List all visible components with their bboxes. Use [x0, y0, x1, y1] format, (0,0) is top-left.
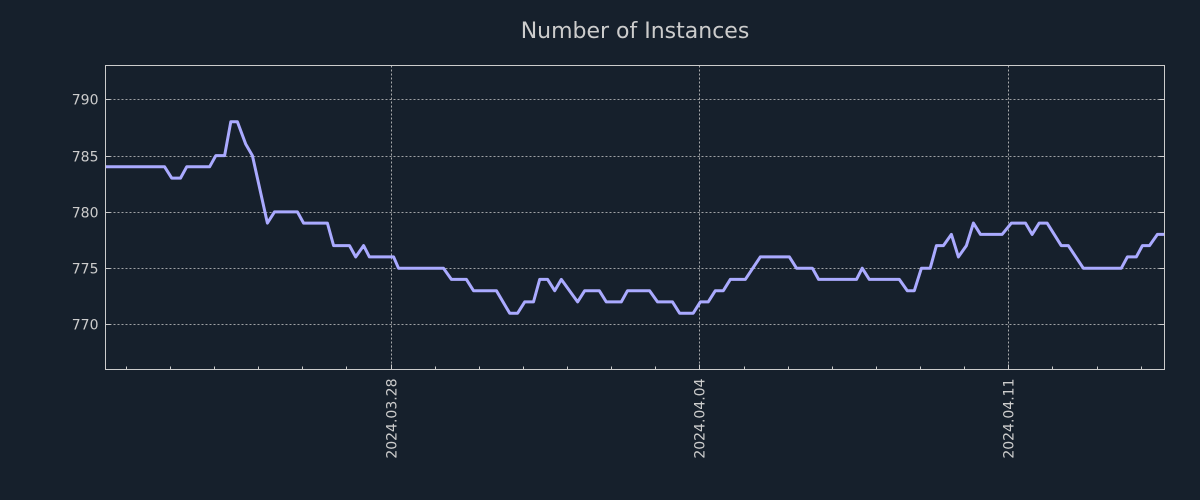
chart-title: Number of Instances	[521, 19, 750, 44]
x-tick-label: 2024.04.11	[1002, 379, 1018, 459]
x-tick-label: 2024.04.04	[693, 378, 709, 458]
series-group	[105, 120, 1165, 315]
y-tick-label: 770	[72, 318, 99, 334]
plot-frame	[105, 65, 1165, 370]
y-tick-label: 790	[72, 93, 99, 109]
y-tick-label: 775	[72, 262, 99, 278]
grid	[105, 65, 1165, 370]
y-tick-label: 785	[72, 150, 99, 166]
x-tick-label: 2024.03.28	[385, 379, 401, 459]
axis-ticks: 770 775 780 785 790 2024.03.28 2024.04.04 2024.…	[72, 93, 1165, 459]
y-tick-label: 780	[72, 206, 99, 222]
series-line	[105, 120, 1165, 315]
